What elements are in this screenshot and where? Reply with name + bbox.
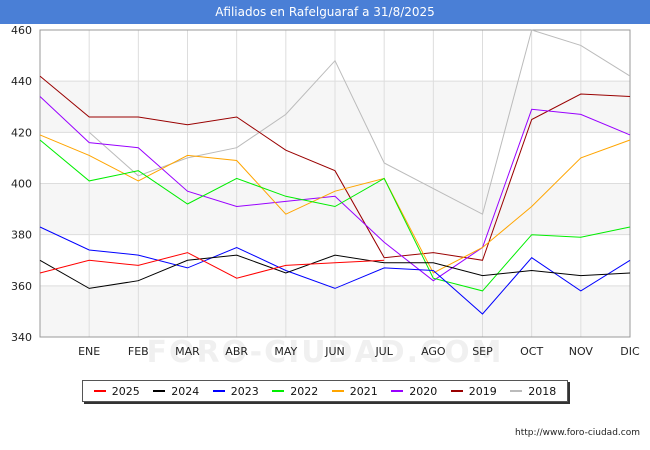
legend-item-2025: 2025 [93, 384, 140, 398]
x-tick-label: JUL [374, 345, 393, 358]
y-tick-label: 460 [11, 24, 32, 37]
series-line-2025 [39, 252, 385, 279]
series-line-2018 [88, 29, 631, 215]
x-tick-label: JUN [324, 345, 345, 358]
chart-title: Afiliados en Rafelguaraf a 31/8/2025 [215, 5, 435, 19]
x-tick-label: ENE [78, 345, 100, 358]
legend-label: 2024 [171, 384, 200, 398]
series-line-2020 [39, 96, 631, 282]
x-tick-label: AGO [421, 345, 446, 358]
legend-item-2019: 2019 [450, 384, 497, 398]
y-tick-label: 360 [11, 280, 32, 293]
legend-item-2020: 2020 [391, 385, 437, 398]
legend-item-2022: 2022 [272, 385, 318, 398]
series-line-2022 [39, 139, 631, 292]
legend-swatch [391, 390, 404, 392]
legend-item-2024: 2024 [153, 385, 199, 398]
x-tick-label: FEB [128, 345, 149, 358]
watermark: FORO-CIUDAD.COM [146, 335, 504, 370]
legend-item-2021: 2021 [331, 384, 378, 398]
legend-swatch [272, 390, 285, 392]
legend-swatch [331, 390, 344, 392]
legend-item-2018: 2018 [510, 385, 556, 398]
legend-swatch [212, 390, 225, 392]
x-tick-label: MAY [274, 345, 297, 358]
y-tick-label: 380 [11, 229, 32, 242]
legend-label: 2019 [468, 384, 497, 398]
y-tick-label: 340 [11, 331, 32, 344]
series-line-2023 [39, 226, 631, 315]
x-tick-label: DIC [620, 345, 640, 358]
legend: 2025 2024 2023 2022 2021 2020 2019 2018 [82, 380, 568, 402]
legend-label: 2021 [349, 384, 378, 398]
y-tick-label: 420 [11, 126, 32, 139]
y-tick-label: 440 [11, 75, 32, 88]
legend-swatch [153, 390, 166, 392]
legend-label: 2022 [290, 384, 319, 398]
title-bar [0, 0, 650, 24]
legend-swatch [510, 390, 523, 392]
legend-label: 2020 [409, 384, 438, 398]
x-tick-label: OCT [520, 345, 543, 358]
legend-label: 2018 [528, 384, 557, 398]
series-line-2019 [39, 75, 631, 261]
legend-swatch [93, 390, 106, 392]
legend-label: 2023 [230, 384, 259, 398]
y-tick-label: 400 [11, 178, 32, 191]
legend-label: 2025 [111, 384, 140, 398]
x-tick-label: NOV [569, 345, 594, 358]
x-tick-label: SEP [472, 345, 493, 358]
x-tick-label: ABR [225, 345, 248, 358]
plot-frame [39, 29, 631, 338]
series-line-2024 [39, 254, 631, 289]
legend-swatch [450, 390, 463, 392]
source-credit: http://www.foro-ciudad.com [515, 428, 640, 438]
x-tick-label: MAR [175, 345, 200, 358]
series-line-2021 [39, 134, 631, 274]
legend-item-2023: 2023 [212, 384, 259, 398]
